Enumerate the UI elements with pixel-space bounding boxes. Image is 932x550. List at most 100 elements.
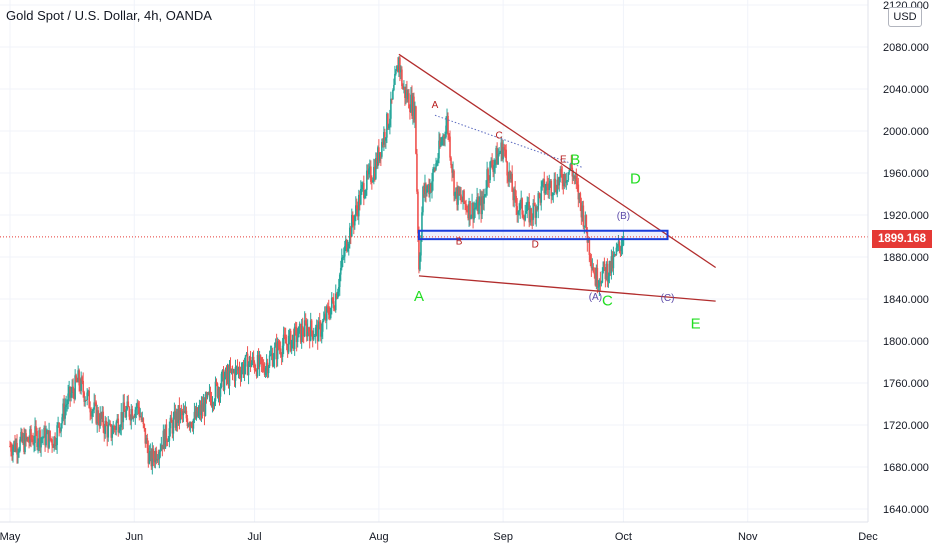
candle-body xyxy=(302,335,305,337)
candle-body xyxy=(267,366,270,374)
wave-labels: A B C D E A B C D E (A) (B) (C) xyxy=(414,100,701,332)
candle-body xyxy=(128,407,131,417)
candle-body xyxy=(129,416,132,421)
candle-body xyxy=(287,335,290,353)
candle-body xyxy=(273,347,276,360)
candle-body xyxy=(610,256,613,274)
time-tick-label: Jun xyxy=(125,531,143,543)
candle-body xyxy=(400,69,402,73)
candle-body xyxy=(485,188,487,195)
candle-body xyxy=(220,373,223,388)
candle-body xyxy=(262,364,265,371)
candle-body xyxy=(26,437,28,440)
candle-body xyxy=(320,331,323,337)
candle-body xyxy=(171,422,174,434)
candle-body xyxy=(200,404,203,416)
candle-body xyxy=(184,410,187,413)
trendline-upper-resistance xyxy=(398,53,717,269)
candle-body xyxy=(415,106,417,154)
candle-body xyxy=(230,368,233,372)
candle-body xyxy=(327,307,330,315)
candle-body xyxy=(548,183,551,190)
candle-body xyxy=(615,247,618,255)
candle-body xyxy=(234,367,237,381)
candle-body xyxy=(140,416,143,421)
candle-body xyxy=(19,439,21,451)
wave-label: (C) xyxy=(661,293,675,304)
candle-body xyxy=(581,205,584,218)
candle-body xyxy=(260,357,263,364)
candle-body xyxy=(495,147,497,161)
time-tick-label: Dec xyxy=(858,531,878,543)
candle-body xyxy=(516,206,518,215)
candle-body xyxy=(65,404,67,408)
candle-body xyxy=(596,267,599,287)
candle-body xyxy=(155,450,158,461)
candle-body xyxy=(380,152,382,157)
wave-label: C xyxy=(496,130,503,141)
candle-body xyxy=(539,194,542,203)
candle-body xyxy=(462,190,464,203)
candle-body xyxy=(201,404,204,412)
time-axis[interactable]: May Jun Jul Aug Sep Oct Nov Dec xyxy=(0,531,878,543)
candle-body xyxy=(513,189,515,201)
candle-body xyxy=(9,446,11,447)
candle-body xyxy=(27,437,29,442)
candle-body xyxy=(74,375,76,399)
currency-button[interactable]: USD xyxy=(888,7,922,27)
candle-body xyxy=(231,368,234,373)
candle-body xyxy=(59,428,61,432)
candle-body xyxy=(607,276,610,282)
candle-body xyxy=(82,380,84,393)
price-tick-label: 1760.000 xyxy=(883,378,929,390)
candle-body xyxy=(566,180,569,182)
candle-body xyxy=(378,147,380,162)
candle-body xyxy=(208,391,211,395)
candle-body xyxy=(379,152,381,162)
candle-body xyxy=(100,412,103,420)
candle-body xyxy=(569,164,572,171)
candle-body xyxy=(367,170,369,175)
candle-body xyxy=(364,195,366,199)
candle-body xyxy=(103,427,106,434)
candle-body xyxy=(224,369,227,378)
price-axis[interactable]: 1640.000 1680.000 1720.000 1760.000 1800.000… xyxy=(883,0,929,516)
candle-body xyxy=(102,411,105,428)
candle-body xyxy=(120,412,123,428)
candle-body xyxy=(419,255,421,270)
grid-lines xyxy=(0,0,869,522)
candle-body xyxy=(429,184,431,195)
wave-label: B xyxy=(570,152,580,169)
candle-body xyxy=(420,239,422,256)
candle-body xyxy=(527,201,530,203)
candle-body xyxy=(118,430,121,433)
candle-body xyxy=(613,254,616,256)
candle-body xyxy=(533,203,536,206)
candle-body xyxy=(72,386,74,392)
candle-body xyxy=(538,193,541,195)
candle-body xyxy=(366,170,368,190)
candle-body xyxy=(25,433,27,440)
candle-body xyxy=(549,180,552,184)
candle-body xyxy=(223,377,226,391)
candle-body xyxy=(305,323,308,337)
candle-body xyxy=(526,202,529,212)
candle-body xyxy=(97,410,100,423)
candle-body xyxy=(447,115,449,135)
candle-body xyxy=(396,65,398,71)
candle-body xyxy=(41,437,43,439)
candlestick-series xyxy=(9,55,625,475)
candle-body xyxy=(443,135,445,138)
candle-body xyxy=(76,380,78,383)
candle-body xyxy=(322,318,325,322)
candle-body xyxy=(413,96,415,120)
candle-body xyxy=(331,297,334,302)
candle-body xyxy=(600,282,603,284)
candle-body xyxy=(473,208,475,220)
candle-body xyxy=(190,422,193,427)
candle-body xyxy=(81,377,83,381)
candle-body xyxy=(193,411,196,420)
candle-body xyxy=(113,426,116,428)
candle-body xyxy=(132,416,135,419)
